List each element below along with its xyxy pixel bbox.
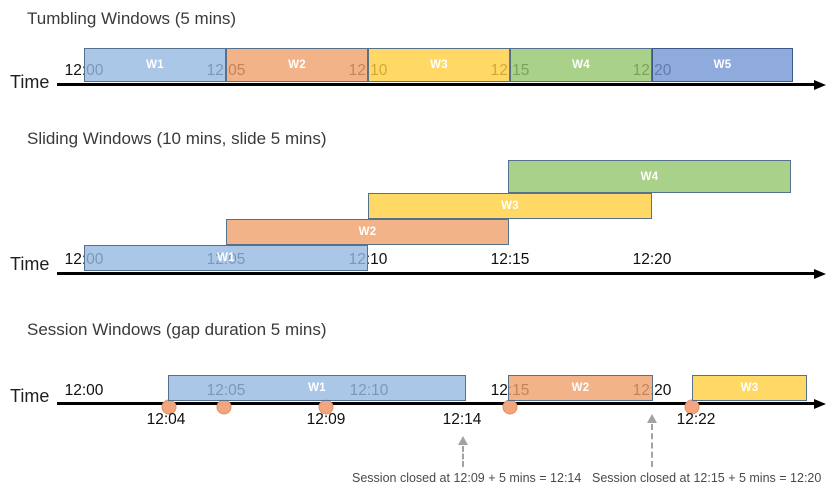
session-close-arrow-1-head-icon xyxy=(458,436,468,445)
session-axis-line xyxy=(57,402,815,405)
sliding-title: Sliding Windows (10 mins, slide 5 mins) xyxy=(27,129,327,148)
event-label-1222: 12:22 xyxy=(676,411,716,428)
tumbling-window-w4: W4 xyxy=(510,48,652,82)
tumbling-axis-line xyxy=(57,83,815,86)
sliding-tick-1220: 12:20 xyxy=(632,251,672,268)
tumbling-window-w1-label: W1 xyxy=(146,59,164,71)
session-window-w1: W1 xyxy=(168,375,466,401)
session-axis-arrow-icon xyxy=(814,398,826,409)
session-close-arrow-2-head-icon xyxy=(647,414,657,423)
sliding-axis-line xyxy=(57,272,815,275)
tumbling-title: Tumbling Windows (5 mins) xyxy=(27,9,237,28)
tumbling-window-w2: W2 xyxy=(226,48,368,82)
event-dot-2 xyxy=(216,399,232,415)
sliding-tick-1215: 12:15 xyxy=(490,251,530,268)
tumbling-time-label: Time xyxy=(10,72,50,92)
event-dot-1215 xyxy=(502,399,518,415)
sliding-window-w3-label: W3 xyxy=(501,200,519,212)
event-label-1209: 12:09 xyxy=(306,411,346,428)
sliding-window-w2: W2 xyxy=(226,219,509,245)
sliding-axis-arrow-icon xyxy=(814,268,826,279)
tumbling-window-w3-label: W3 xyxy=(430,59,448,71)
tumbling-window-w3: W3 xyxy=(368,48,510,82)
sliding-window-w2-label: W2 xyxy=(358,226,377,238)
session-window-w2: W2 xyxy=(508,375,653,401)
session-close-annotation-2: Session closed at 12:15 + 5 mins = 12:20 xyxy=(592,471,822,485)
session-window-w3: W3 xyxy=(692,375,807,401)
sliding-window-w1: W1 xyxy=(84,245,368,271)
session-tick-1200: 12:00 xyxy=(64,382,104,399)
sliding-window-w3: W3 xyxy=(368,193,652,219)
session-close-arrow-1-line xyxy=(462,446,464,467)
event-label-1204: 12:04 xyxy=(146,411,186,428)
session-close-annotation-1: Session closed at 12:09 + 5 mins = 12:14 xyxy=(352,471,582,485)
tumbling-window-w1: W1 xyxy=(84,48,226,82)
session-time-label: Time xyxy=(10,386,50,406)
session-window-w3-label: W3 xyxy=(740,382,759,394)
session-title: Session Windows (gap duration 5 mins) xyxy=(27,320,327,339)
sliding-window-w1-label: W1 xyxy=(217,252,235,264)
tumbling-window-w2-label: W2 xyxy=(288,59,306,71)
sliding-window-w4-label: W4 xyxy=(640,170,659,183)
session-window-w2-label: W2 xyxy=(571,382,590,394)
session-window-w1-label: W1 xyxy=(308,382,326,394)
tumbling-window-w5: W5 xyxy=(652,48,793,82)
sliding-window-w4: W4 xyxy=(508,160,791,193)
sliding-time-label: Time xyxy=(10,254,50,274)
tumbling-window-w4-label: W4 xyxy=(572,59,590,71)
session-close-arrow-2-line xyxy=(651,424,653,467)
tumbling-axis-arrow-icon xyxy=(814,79,826,90)
tumbling-window-w5-label: W5 xyxy=(713,59,732,71)
close-label-1214: 12:14 xyxy=(442,411,482,428)
